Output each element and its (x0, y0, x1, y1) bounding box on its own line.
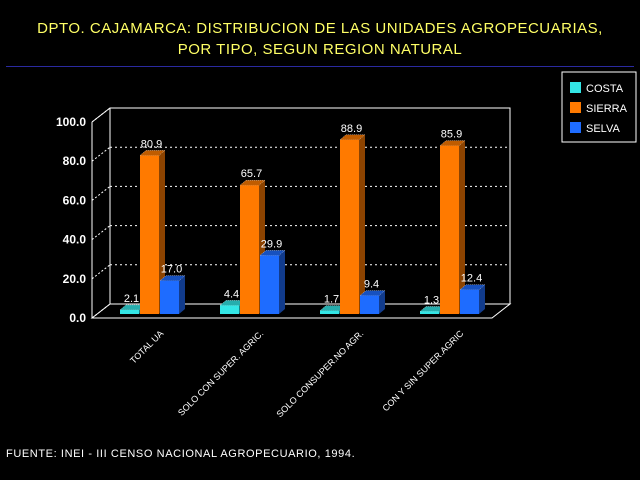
gridline-side (91, 146, 111, 162)
y-tick-label: 40.0 (63, 233, 87, 247)
chart-title-line2: POR TIPO, SEGUN REGION NATURAL (177, 41, 463, 58)
bar-front (340, 139, 359, 314)
bar-selva (159, 275, 186, 314)
x-category-label: SOLO CON SUPER. AGRIC. (176, 328, 265, 417)
y-tick-label: 0.0 (69, 311, 86, 325)
bar-side (159, 150, 165, 314)
value-label: 1.3 (424, 294, 439, 306)
source-note: FUENTE: INEI - III CENSO NACIONAL AGROPE… (6, 448, 356, 460)
bar-front (260, 255, 279, 314)
legend-swatch-selva (570, 122, 581, 133)
bar-front (140, 155, 159, 314)
bar-sierra (439, 140, 466, 314)
value-label: 65.7 (241, 168, 262, 180)
title-divider (6, 66, 634, 67)
y-tick-label: 60.0 (63, 193, 87, 207)
value-label: 2.1 (124, 293, 139, 305)
gridline-side (91, 186, 111, 201)
value-label: 1.7 (324, 294, 339, 306)
bar-front (220, 305, 239, 314)
bar-front (120, 309, 139, 314)
bar-front (440, 145, 459, 314)
bar-front (160, 280, 179, 314)
bar-selva (359, 290, 386, 314)
chart-title-line1: DPTO. CAJAMARCA: DISTRIBUCION DE LAS UNI… (37, 20, 603, 37)
legend-swatch-sierra (570, 102, 581, 113)
x-category-label: SOLO CONSUPER.NO AGR. (275, 328, 366, 419)
y-tick-label: 100.0 (56, 115, 86, 129)
bar-sierra (339, 134, 366, 314)
bar-selva (459, 284, 486, 314)
gridline-side (91, 225, 111, 240)
bar-side (459, 140, 465, 314)
x-category-label: CON Y SIN SUPER.AGRIC (380, 328, 465, 413)
gridline-side (91, 264, 111, 280)
value-label: 12.4 (461, 273, 482, 285)
bar-front (240, 185, 259, 314)
legend-swatch-costa (570, 82, 581, 93)
bar-front (420, 311, 439, 314)
bar-sierra (139, 150, 166, 314)
bar-side (179, 275, 185, 314)
chart-labels: 2.1 80.9 17.0 TOTAL UA 4.4 65.7 29.9 SOLO CON S… (124, 123, 482, 419)
y-tick-label: 80.0 (63, 154, 87, 168)
bar-selva (259, 250, 286, 314)
bar-front (320, 310, 339, 314)
value-label: 9.4 (364, 279, 379, 291)
value-label: 85.9 (441, 129, 462, 141)
value-label: 80.9 (141, 138, 162, 150)
bar-side (479, 284, 485, 314)
value-label: 29.9 (261, 238, 282, 250)
value-label: 88.9 (341, 123, 362, 135)
legend-box (561, 71, 637, 143)
chart-bars (119, 134, 486, 314)
bar-side (279, 250, 285, 314)
legend-label-sierra: SIERRA (586, 103, 628, 115)
value-label: 4.4 (224, 288, 239, 300)
y-tick-label: 20.0 (63, 272, 87, 286)
value-label: 17.0 (161, 264, 182, 276)
x-category-label: TOTAL UA (128, 328, 165, 365)
bar-side (379, 290, 385, 314)
bar-front (360, 295, 379, 314)
legend-label-costa: COSTA (586, 83, 624, 95)
legend-label-selva: SELVA (586, 123, 620, 135)
y-axis-top-edge (91, 107, 111, 123)
chart-legend[interactable]: COSTA SIERRA SELVA (561, 71, 637, 143)
chart-title: DPTO. CAJAMARCA: DISTRIBUCION DE LAS UNI… (0, 18, 640, 60)
bar-front (460, 289, 479, 314)
bar-side (359, 134, 365, 314)
